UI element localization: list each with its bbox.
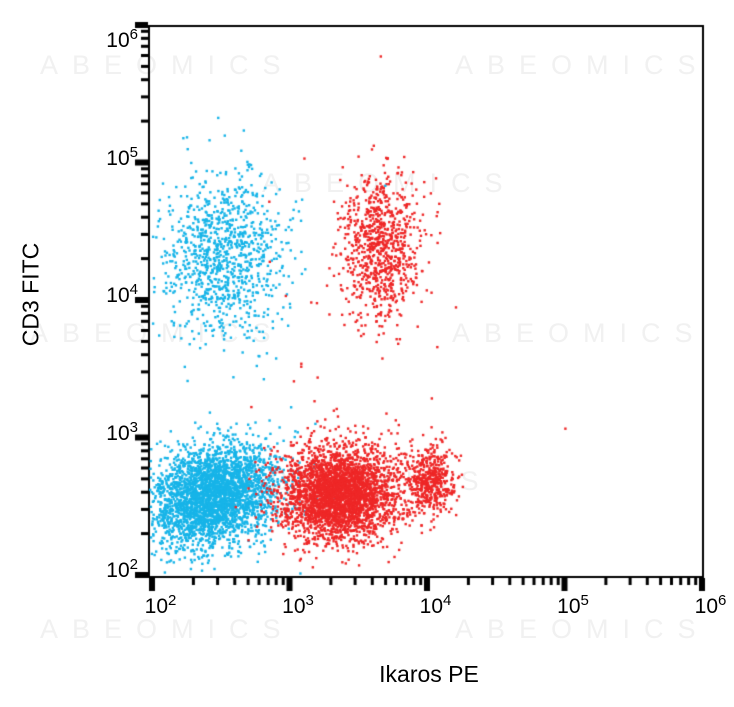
x-tick-label: 105 bbox=[557, 592, 589, 618]
x-tick-label: 103 bbox=[282, 592, 314, 618]
y-tick-label: 104 bbox=[106, 281, 138, 307]
y-tick-label: 106 bbox=[106, 26, 138, 52]
y-tick-label: 105 bbox=[106, 143, 138, 170]
x-axis-title: Ikaros PE bbox=[379, 661, 479, 687]
y-axis-title-text: CD3 FITC bbox=[17, 242, 44, 347]
y-tick-label: 102 bbox=[106, 556, 138, 582]
x-tick-label: 102 bbox=[144, 592, 177, 618]
x-tick-label: 104 bbox=[419, 592, 452, 618]
x-tick-label: 106 bbox=[694, 592, 727, 618]
y-tick-label: 103 bbox=[106, 418, 138, 445]
